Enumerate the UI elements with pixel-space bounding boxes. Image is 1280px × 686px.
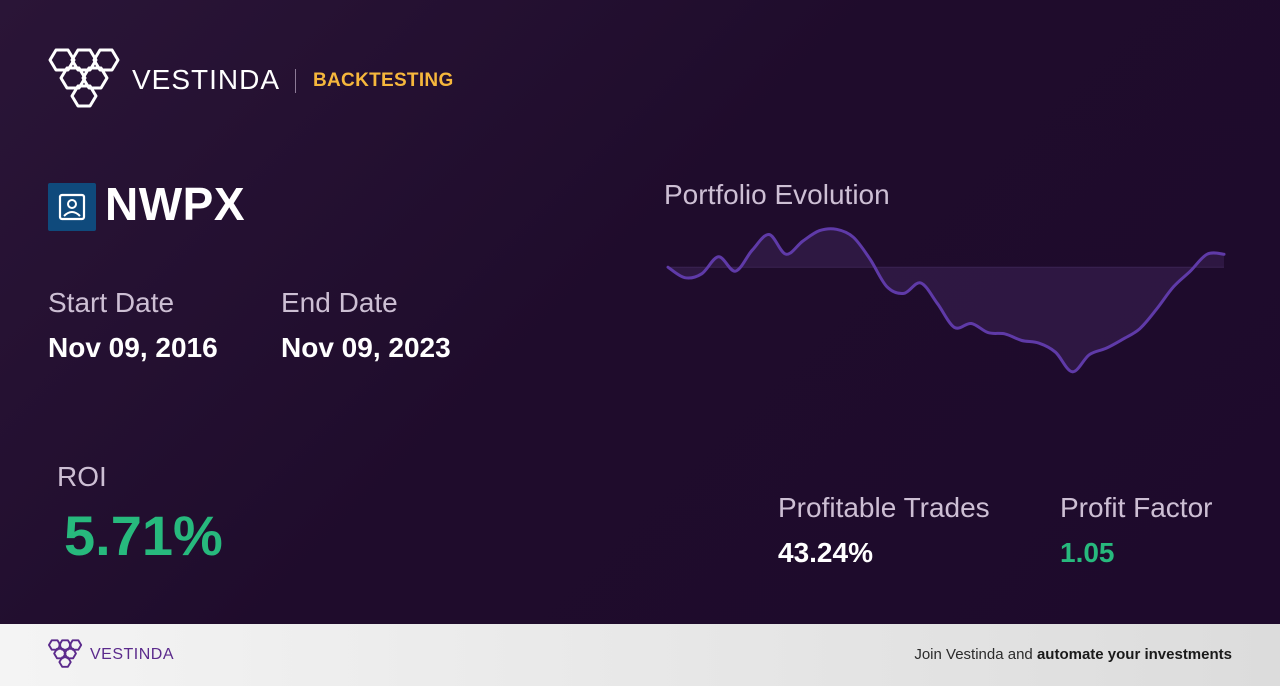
- profitable-trades-label: Profitable Trades: [778, 492, 990, 523]
- roi-label: ROI: [57, 461, 107, 492]
- section-label: BACKTESTING: [313, 70, 454, 91]
- portfolio-evolution-title: Portfolio Evolution: [664, 179, 890, 210]
- brand-divider: [295, 69, 296, 93]
- footer-cta[interactable]: Join Vestinda and automate your investme…: [914, 645, 1232, 665]
- footer-bar: [0, 624, 1280, 686]
- portfolio-chart: [666, 227, 1226, 374]
- profitable-trades-value: 43.24%: [778, 537, 873, 568]
- start-date-value: Nov 09, 2016: [48, 332, 218, 363]
- building-icon: [48, 183, 96, 231]
- ticker-symbol: NWPX: [105, 178, 245, 230]
- end-date-value: Nov 09, 2023: [281, 332, 451, 363]
- footer-cta-prefix: Join Vestinda and: [914, 646, 1037, 663]
- vestinda-footer-logo-icon: [48, 639, 83, 668]
- roi-value: 5.71%: [64, 504, 223, 567]
- footer-brand: VESTINDA: [90, 646, 175, 663]
- profit-factor-value: 1.05: [1060, 537, 1115, 568]
- portfolio-line: [666, 227, 1226, 374]
- start-date-label: Start Date: [48, 287, 175, 318]
- portfolio-area: [668, 228, 1224, 372]
- footer-cta-bold: automate your investments: [1036, 646, 1232, 663]
- vestinda-logo-icon: [48, 48, 120, 108]
- profit-factor-label: Profit Factor: [1060, 492, 1213, 523]
- brand-name: VESTINDA: [132, 64, 281, 95]
- end-date-label: End Date: [281, 287, 398, 318]
